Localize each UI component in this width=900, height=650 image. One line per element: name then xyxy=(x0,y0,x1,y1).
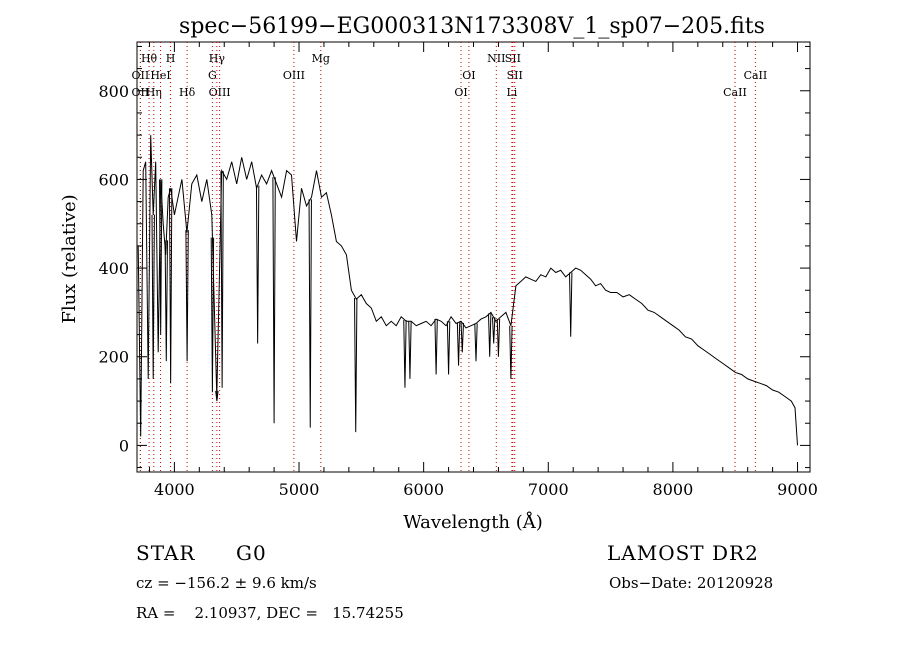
plot-frame xyxy=(136,41,811,473)
x-tick-label: 7000 xyxy=(528,480,569,499)
absorption-line xyxy=(255,185,260,344)
absorption-line xyxy=(496,319,501,357)
line-marker-label: Li xyxy=(506,86,517,99)
absorption-line xyxy=(403,320,407,388)
object-class: STAR xyxy=(136,541,196,565)
absorption-line xyxy=(460,322,464,353)
line-marker-label: G xyxy=(208,69,217,82)
line-marker-label: Mg xyxy=(312,52,330,65)
absorption-line xyxy=(158,179,163,335)
absorption-line xyxy=(446,321,451,375)
line-marker-label: CaII xyxy=(744,69,768,82)
absorption-line xyxy=(308,199,312,428)
survey-label: LAMOST DR2 xyxy=(607,541,759,565)
absorption-line xyxy=(354,298,358,433)
absorption-line xyxy=(474,323,478,362)
spectrum-line xyxy=(137,135,798,446)
line-marker-label: HeI xyxy=(150,69,170,82)
absorption-line xyxy=(488,313,492,357)
absorption-line xyxy=(509,325,513,379)
line-marker-label: OIII xyxy=(209,86,231,99)
chart-title: spec−56199−EG000313N173308V_1_sp07−205.f… xyxy=(179,14,765,39)
x-axis-label: Wavelength (Å) xyxy=(403,511,543,533)
line-marker-label: OII xyxy=(132,69,150,82)
y-tick-label: 400 xyxy=(98,259,129,278)
line-marker-label: H xyxy=(166,52,176,65)
absorption-line xyxy=(491,317,496,344)
line-marker-label: NII xyxy=(487,52,505,65)
absorption-line xyxy=(408,321,412,379)
line-marker-label: Hθ xyxy=(141,52,158,65)
line-marker-label: Hδ xyxy=(179,86,196,99)
line-marker-label: OIII xyxy=(283,69,305,82)
y-tick-label: 200 xyxy=(98,348,129,367)
absorption-line xyxy=(272,177,276,424)
line-marker-label: OI xyxy=(462,69,475,82)
line-marker-label: SII xyxy=(505,52,521,65)
y-tick-label: 600 xyxy=(98,170,129,189)
object-subclass: G0 xyxy=(236,541,267,565)
line-marker-label: OII xyxy=(132,86,150,99)
absorption-line xyxy=(456,322,461,366)
x-tick-label: 4000 xyxy=(154,480,195,499)
y-axis-label: Flux (relative) xyxy=(59,194,80,323)
absorption-line xyxy=(434,319,438,375)
redshift-velocity: cz = −156.2 ± 9.6 km/s xyxy=(136,574,317,592)
line-marker-label: SII xyxy=(507,69,523,82)
absorption-line xyxy=(185,230,189,362)
line-marker-label: CaII xyxy=(723,86,747,99)
observation-date: Obs−Date: 20120928 xyxy=(609,574,774,592)
absorption-line xyxy=(151,214,155,379)
x-tick-label: 6000 xyxy=(403,480,444,499)
absorption-line xyxy=(210,237,215,393)
absorption-line xyxy=(569,272,573,337)
line-marker-label: Hη xyxy=(146,86,162,99)
x-tick-label: 9000 xyxy=(777,480,818,499)
line-marker-label: OI xyxy=(454,86,467,99)
absorption-line xyxy=(168,188,173,384)
absorption-line xyxy=(215,390,219,402)
y-tick-label: 0 xyxy=(119,436,129,455)
coordinates: RA = 2.10937, DEC = 15.74255 xyxy=(136,604,404,622)
x-tick-label: 5000 xyxy=(279,480,320,499)
absorption-line xyxy=(164,240,168,362)
y-tick-label: 800 xyxy=(98,82,129,101)
line-marker-label: Hγ xyxy=(209,52,226,65)
x-tick-label: 8000 xyxy=(653,480,694,499)
absorption-line xyxy=(220,171,224,388)
